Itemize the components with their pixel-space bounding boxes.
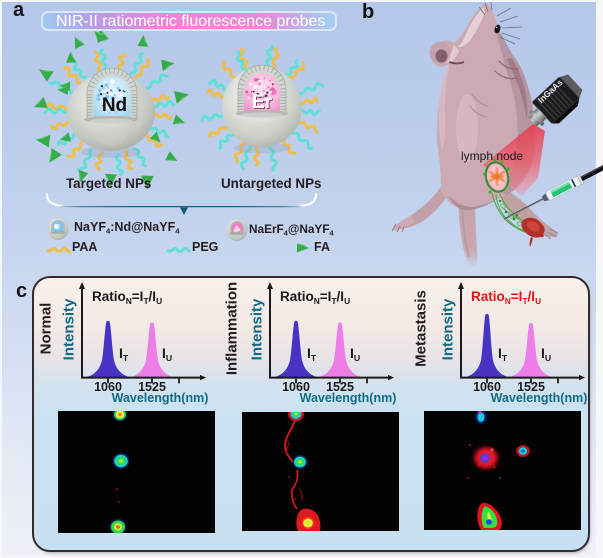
svg-text:Er: Er [253, 93, 274, 114]
svg-text:Er: Er [252, 92, 273, 113]
svg-text:Nd: Nd [102, 95, 127, 116]
